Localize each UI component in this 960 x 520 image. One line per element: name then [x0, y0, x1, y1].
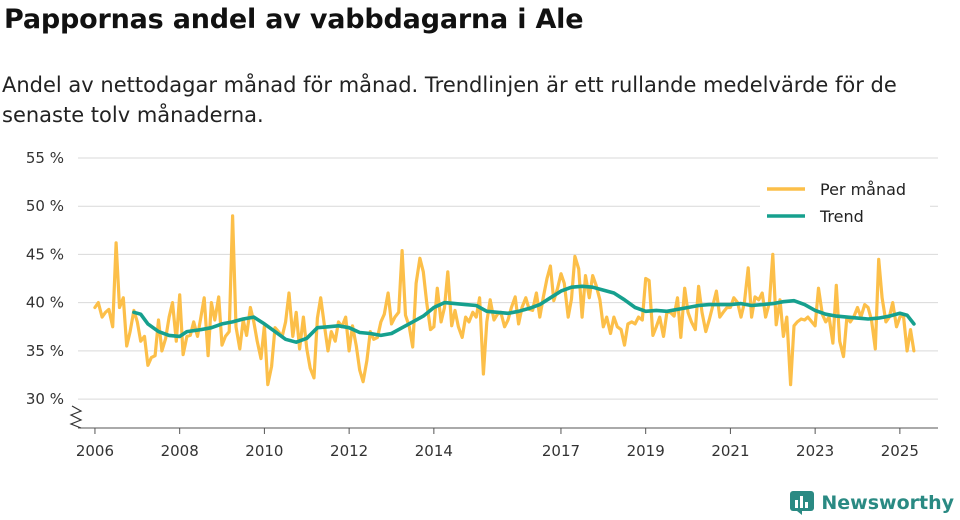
brand-name: Newsworthy [821, 492, 954, 514]
legend-label-per-manad: Per månad [820, 180, 906, 199]
legend-label-trend: Trend [819, 207, 864, 226]
y-axis-ticks: 30 % 35 % 40 % 45 % 50 % 55 % [26, 149, 64, 408]
x-tick-label: 2017 [542, 442, 580, 460]
series-line-trend [132, 284, 916, 345]
y-tick-label: 45 % [26, 245, 64, 263]
chart-title: Pappornas andel av vabbdagarna i Ale [4, 4, 584, 35]
y-tick-label: 50 % [26, 197, 64, 215]
x-tick-label: 2021 [711, 442, 749, 460]
y-tick-label: 55 % [26, 149, 64, 167]
series-group [93, 214, 916, 387]
y-tick-label: 40 % [26, 294, 64, 312]
x-tick-label: 2014 [415, 442, 453, 460]
y-tick-label: 35 % [26, 342, 64, 360]
x-tick-label: 2025 [881, 442, 919, 460]
x-axis-ticks: 2006 2008 2010 2012 2014 2017 2019 2021 2023 2025 [76, 428, 919, 460]
y-tick-label: 30 % [26, 390, 64, 408]
axis-break-icon [69, 405, 83, 429]
legend: Per månad Trend [760, 174, 930, 234]
points-trend [133, 286, 914, 343]
x-tick-label: 2019 [627, 442, 665, 460]
brand-logo: Newsworthy [789, 490, 954, 516]
x-tick-label: 2023 [796, 442, 834, 460]
x-tick-label: 2012 [330, 442, 368, 460]
x-tick-label: 2010 [245, 442, 283, 460]
x-tick-label: 2006 [76, 442, 114, 460]
chart-subtitle: Andel av nettodagar månad för månad. Tre… [2, 73, 897, 127]
legend-background [760, 174, 930, 234]
newsworthy-logo-icon [790, 491, 815, 515]
series-line-per-manad [93, 214, 916, 387]
x-tick-label: 2008 [161, 442, 199, 460]
